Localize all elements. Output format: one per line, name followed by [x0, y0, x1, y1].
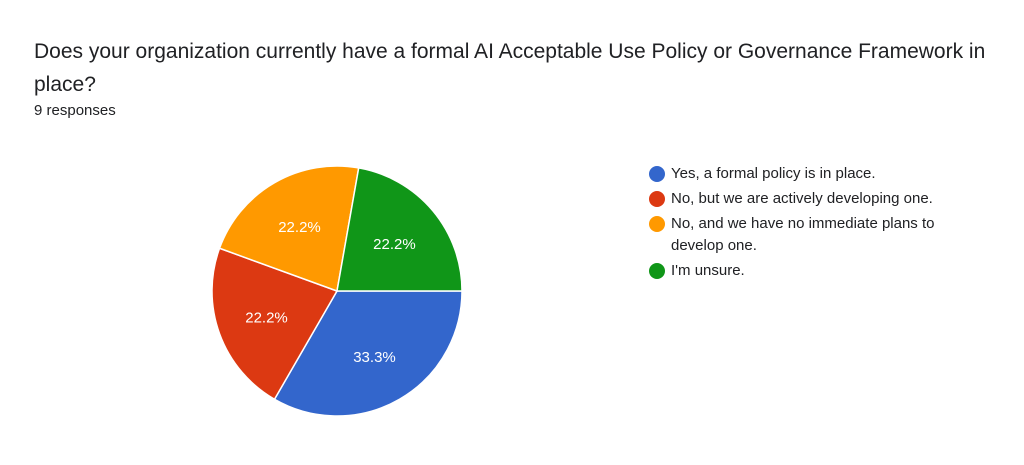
- chart-legend: Yes, a formal policy is in place. No, bu…: [649, 163, 989, 285]
- pie-slice-label: 22.2%: [278, 219, 321, 236]
- legend-label: Yes, a formal policy is in place.: [671, 165, 876, 182]
- legend-item-yes[interactable]: Yes, a formal policy is in place.: [649, 163, 989, 185]
- legend-label: No, and we have no immediate plans to de…: [671, 215, 935, 254]
- legend-dot-icon: [649, 166, 665, 182]
- legend-dot-icon: [649, 216, 665, 232]
- pie-slice-label: 22.2%: [373, 236, 416, 253]
- legend-dot-icon: [649, 263, 665, 279]
- legend-item-unsure[interactable]: I'm unsure.: [649, 260, 989, 282]
- pie-slice-label: 22.2%: [245, 310, 288, 327]
- pie-slice[interactable]: [211, 247, 339, 401]
- legend-item-developing[interactable]: No, but we are actively developing one.: [649, 188, 989, 210]
- pie-slice-labels: 33.3% 22.2% 22.2% 22.2%: [245, 219, 415, 366]
- pie-slice[interactable]: [218, 165, 360, 293]
- pie-slices: [211, 165, 463, 417]
- response-count: 9 responses: [34, 102, 116, 119]
- legend-dot-icon: [649, 191, 665, 207]
- pie-slice[interactable]: [273, 290, 463, 417]
- pie-slice[interactable]: [336, 167, 463, 292]
- legend-item-no-plans[interactable]: No, and we have no immediate plans to de…: [649, 213, 989, 257]
- legend-label: I'm unsure.: [671, 262, 745, 279]
- legend-label: No, but we are actively developing one.: [671, 190, 933, 207]
- question-title: Does your organization currently have a …: [34, 40, 986, 96]
- pie-slice-label: 33.3%: [353, 349, 396, 366]
